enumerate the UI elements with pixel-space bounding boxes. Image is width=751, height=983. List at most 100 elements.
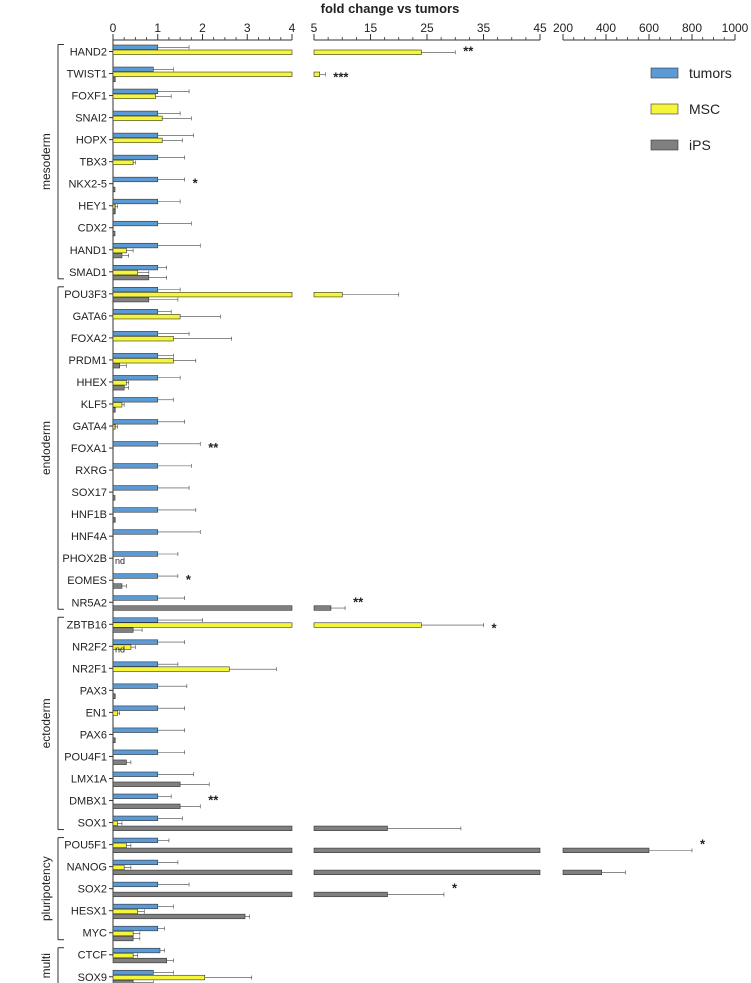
gene-label: HNF4A bbox=[71, 531, 108, 543]
tumors-bar bbox=[112, 925, 159, 932]
gene-row-LMX1A: LMX1A bbox=[71, 771, 210, 787]
iPS-bar bbox=[112, 186, 116, 193]
iPS-bar-segment bbox=[562, 847, 650, 853]
iPS-bar bbox=[112, 252, 123, 259]
tumors-bar bbox=[112, 132, 159, 139]
gene-row-KLF5: KLF5 bbox=[81, 397, 174, 413]
gene-row-FOXA2: FOXA2 bbox=[71, 331, 232, 345]
iPS-bar-segment bbox=[112, 627, 134, 633]
group-label: mesoderm bbox=[39, 133, 53, 190]
tumors-bar bbox=[112, 66, 154, 72]
gene-row-CDX2: CDX2 bbox=[78, 220, 192, 237]
tumors-bar-segment bbox=[112, 595, 159, 601]
legend-item-tumors: tumors bbox=[650, 65, 732, 81]
tick-label: 0 bbox=[110, 21, 117, 35]
gene-label: POU5F1 bbox=[64, 840, 107, 852]
gene-row-GATA4: GATA4 bbox=[73, 419, 185, 433]
legend-label: MSC bbox=[689, 101, 720, 117]
tumors-bar bbox=[112, 595, 159, 601]
MSC-bar bbox=[112, 930, 134, 937]
MSC-bar-segment bbox=[112, 952, 134, 959]
gene-label: GATA4 bbox=[73, 421, 107, 433]
MSC-bar bbox=[112, 269, 138, 276]
iPS-bar-segment bbox=[112, 803, 181, 809]
gene-label: NR5A2 bbox=[72, 597, 107, 609]
MSC-bar bbox=[112, 424, 116, 430]
gene-label: SOX9 bbox=[78, 972, 107, 983]
gene-row-FOXF1: FOXF1 bbox=[72, 88, 190, 103]
gene-label: POU4F1 bbox=[64, 751, 107, 763]
gene-label: EN1 bbox=[86, 707, 107, 719]
significance-annotation: nd bbox=[115, 556, 125, 566]
group-label: multi bbox=[39, 953, 53, 978]
gene-label: TBX3 bbox=[79, 157, 107, 169]
MSC-bar-stub bbox=[112, 424, 116, 430]
iPS-bar bbox=[112, 385, 125, 391]
MSC-bar bbox=[112, 820, 118, 826]
legend-label: tumors bbox=[689, 65, 732, 81]
significance-annotation: * bbox=[186, 572, 192, 587]
iPS-bar bbox=[112, 847, 650, 853]
MSC-bar bbox=[112, 908, 138, 915]
legend-label: iPS bbox=[689, 137, 711, 153]
iPS-bar-segment bbox=[112, 385, 125, 391]
MSC-bar bbox=[112, 49, 422, 55]
MSC-bar bbox=[112, 314, 181, 320]
tumors-bar-segment bbox=[112, 463, 159, 469]
gene-row-NR2F2: NR2F2 nd bbox=[72, 639, 185, 654]
gene-label: GATA6 bbox=[73, 311, 107, 323]
significance-annotation: * bbox=[492, 620, 498, 635]
gene-row-HNF1B: HNF1B bbox=[71, 507, 197, 523]
iPS-bar-segment bbox=[112, 869, 293, 876]
tumors-bar bbox=[112, 44, 159, 50]
legend: tumors MSC iPS bbox=[650, 65, 732, 153]
gene-label: PHOX2B bbox=[62, 553, 107, 565]
tumors-bar bbox=[112, 264, 159, 271]
significance-annotation: *** bbox=[333, 70, 349, 85]
MSC-bar-segment bbox=[112, 622, 293, 628]
gene-label: HAND2 bbox=[70, 47, 107, 59]
gene-label: HEY1 bbox=[78, 201, 107, 213]
iPS-bar bbox=[112, 891, 388, 898]
group-brackets: mesoderm endoderm ectoderm pluripotency mult… bbox=[39, 43, 64, 983]
MSC-bar bbox=[112, 666, 230, 672]
tumors-bar bbox=[112, 573, 159, 579]
gene-row-ZBTB16: ZBTB16 * bbox=[67, 617, 498, 635]
iPS-bar bbox=[112, 781, 181, 787]
tumors-bar-segment bbox=[112, 441, 159, 447]
tumors-bar bbox=[112, 969, 154, 976]
iPS-bar bbox=[112, 583, 123, 589]
MSC-bar bbox=[112, 93, 156, 99]
tumors-bar-segment bbox=[112, 947, 161, 954]
MSC-bar-segment bbox=[313, 71, 320, 77]
MSC-bar-segment bbox=[112, 137, 163, 144]
tumors-bar-segment bbox=[112, 198, 159, 205]
gene-row-SOX1: SOX1 bbox=[78, 815, 462, 831]
tumors-bar bbox=[112, 397, 159, 403]
MSC-bar bbox=[112, 622, 422, 628]
MSC-bar bbox=[112, 842, 127, 848]
tumors-bar-segment bbox=[112, 727, 159, 733]
tumors-bar-segment bbox=[112, 529, 159, 535]
iPS-bar-segment bbox=[112, 891, 293, 898]
MSC-bar bbox=[112, 380, 127, 386]
gene-row-POU4F1: POU4F1 bbox=[64, 749, 185, 765]
x-axis: 0 1 2 3 4 5 15 25 35 45 200 400 600 800 1000 bbox=[110, 21, 749, 957]
tumors-bar bbox=[112, 837, 159, 843]
MSC-bar-segment bbox=[313, 292, 343, 298]
MSC-bar bbox=[112, 952, 134, 959]
gene-label: PRDM1 bbox=[68, 355, 107, 367]
MSC-bar bbox=[112, 402, 123, 408]
iPS-bar-stub bbox=[112, 76, 116, 82]
tumors-bar bbox=[112, 485, 159, 491]
iPS-bar-stub bbox=[112, 208, 116, 215]
gene-label: NKX2-5 bbox=[68, 179, 107, 191]
gene-row-EN1: EN1 bbox=[86, 705, 185, 719]
iPS-bar-segment bbox=[313, 891, 388, 898]
gene-row-HOPX: HOPX bbox=[76, 132, 194, 147]
MSC-bar bbox=[112, 974, 206, 981]
gene-label: DMBX1 bbox=[69, 796, 107, 808]
MSC-bar bbox=[112, 115, 163, 121]
tumors-bar bbox=[112, 617, 159, 623]
